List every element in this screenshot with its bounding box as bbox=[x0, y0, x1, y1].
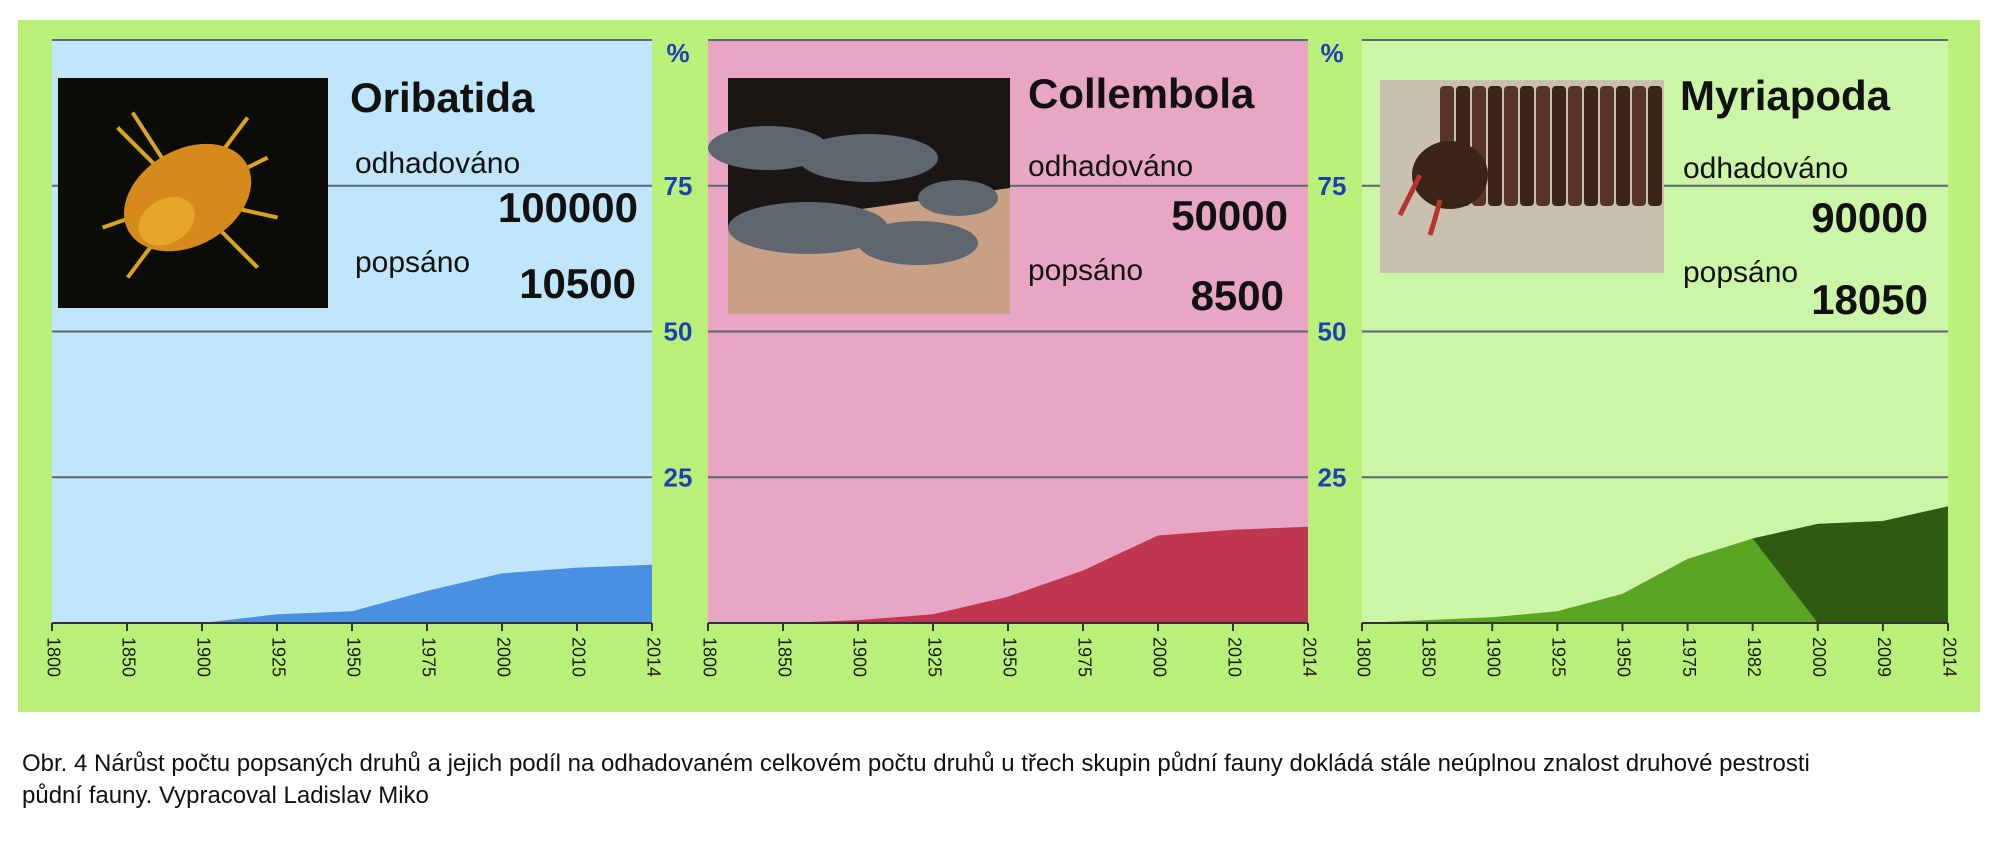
x-tick-label: 1800 bbox=[1353, 637, 1373, 677]
y-tick-label: 50 bbox=[664, 317, 693, 347]
springtail bbox=[858, 221, 978, 265]
segment bbox=[1552, 86, 1566, 206]
figure: 1800 1850 1900 1925 1950 1975 2000 2010 2014 Orib… bbox=[18, 20, 1980, 712]
segment bbox=[1536, 86, 1550, 206]
springtail bbox=[918, 180, 998, 216]
described-label: popsáno bbox=[1028, 254, 1143, 287]
x-tick-label: 1950 bbox=[999, 637, 1019, 677]
y-axis-unit: % bbox=[1320, 38, 1343, 68]
x-tick-label: 1975 bbox=[1074, 637, 1094, 677]
springtail bbox=[708, 126, 828, 170]
y-tick-label: 50 bbox=[1318, 317, 1347, 347]
x-tick-label: 1975 bbox=[418, 637, 438, 677]
x-tick-label: 2014 bbox=[1299, 637, 1319, 677]
estimated-label: odhadováno bbox=[1028, 150, 1193, 183]
x-tick-label: 2010 bbox=[1224, 637, 1244, 677]
chart-panel-oribatida: 1800 1850 1900 1925 1950 1975 2000 2010 2014 Orib… bbox=[43, 38, 692, 677]
segment bbox=[1616, 86, 1630, 206]
mite-photo-icon bbox=[58, 78, 328, 308]
springtail bbox=[728, 202, 888, 254]
panel-title: Collembola bbox=[1028, 70, 1255, 117]
x-tick-label: 1850 bbox=[1418, 637, 1438, 677]
estimated-value: 90000 bbox=[1811, 194, 1928, 241]
x-tick-label: 1975 bbox=[1679, 637, 1699, 677]
segment bbox=[1520, 86, 1534, 206]
estimated-label: odhadováno bbox=[355, 147, 520, 180]
x-tick-label: 2014 bbox=[643, 637, 663, 677]
segment bbox=[1504, 86, 1518, 206]
y-tick-label: 75 bbox=[664, 171, 693, 201]
x-tick-label: 1950 bbox=[1614, 637, 1634, 677]
x-tick-label: 2000 bbox=[493, 637, 513, 677]
x-tick-label: 1925 bbox=[1549, 637, 1569, 677]
x-tick-label: 2000 bbox=[1149, 637, 1169, 677]
x-tick-label: 1925 bbox=[924, 637, 944, 677]
x-tick-label: 2010 bbox=[568, 637, 588, 677]
caption-line-2: půdní fauny. Vypracoval Ladislav Miko bbox=[22, 782, 429, 809]
caption-line-1: Obr. 4 Nárůst počtu popsaných druhů a je… bbox=[22, 750, 1810, 777]
y-tick-label: 75 bbox=[1318, 171, 1347, 201]
series-area bbox=[52, 564, 652, 623]
x-tick-label: 2000 bbox=[1809, 637, 1829, 677]
millipede-photo-icon bbox=[1380, 80, 1664, 273]
x-tick-label: 1900 bbox=[849, 637, 869, 677]
figure-caption: Obr. 4 Nárůst počtu popsaných druhů a je… bbox=[22, 748, 1982, 812]
x-tick-label: 1900 bbox=[1483, 637, 1503, 677]
x-tick-label: 1925 bbox=[268, 637, 288, 677]
y-tick-label: 25 bbox=[664, 462, 693, 492]
panel-title: Myriapoda bbox=[1680, 72, 1891, 119]
segment bbox=[1632, 86, 1646, 206]
described-value: 8500 bbox=[1191, 272, 1284, 319]
springtail-photo-icon bbox=[708, 78, 1010, 314]
springtail bbox=[798, 134, 938, 182]
x-tick-label: 1982 bbox=[1744, 637, 1764, 677]
x-tick-label: 1800 bbox=[699, 637, 719, 677]
segment bbox=[1568, 86, 1582, 206]
estimated-label: odhadováno bbox=[1683, 152, 1848, 185]
body-highlight bbox=[138, 197, 195, 246]
series-area-highlight bbox=[1752, 506, 1948, 623]
x-tick-label: 1800 bbox=[43, 637, 63, 677]
y-tick-label: 25 bbox=[1318, 462, 1347, 492]
x-tick-label: 2014 bbox=[1939, 637, 1959, 677]
chart-panel-myriapoda: 1800 1850 1900 1925 1950 1975 1982 2000 2009 2014… bbox=[1353, 39, 1959, 677]
described-label: popsáno bbox=[1683, 256, 1798, 289]
panel-title: Oribatida bbox=[350, 74, 535, 121]
x-tick-label: 1850 bbox=[774, 637, 794, 677]
estimated-value: 50000 bbox=[1171, 192, 1288, 239]
segment bbox=[1648, 86, 1662, 206]
chart-panel-collembola: 1800 1850 1900 1925 1950 1975 2000 2010 2014 Coll… bbox=[699, 38, 1346, 677]
described-label: popsáno bbox=[355, 246, 470, 279]
estimated-value: 100000 bbox=[498, 184, 638, 231]
x-tick-label: 2009 bbox=[1874, 637, 1894, 677]
antennae bbox=[1397, 173, 1443, 236]
head bbox=[1412, 141, 1488, 209]
segment bbox=[1488, 86, 1502, 206]
x-tick-label: 1950 bbox=[343, 637, 363, 677]
segment bbox=[1584, 86, 1598, 206]
y-axis-unit: % bbox=[666, 38, 689, 68]
described-value: 18050 bbox=[1811, 276, 1928, 323]
series-area bbox=[708, 526, 1308, 623]
x-tick-label: 1900 bbox=[193, 637, 213, 677]
x-tick-label: 1850 bbox=[118, 637, 138, 677]
segment bbox=[1600, 86, 1614, 206]
described-value: 10500 bbox=[519, 260, 636, 307]
